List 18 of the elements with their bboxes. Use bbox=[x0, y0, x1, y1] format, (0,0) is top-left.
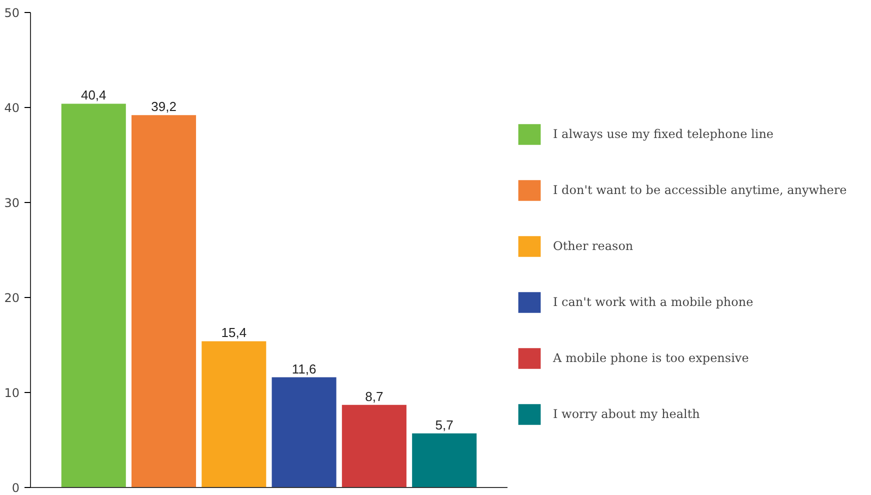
data-label: 39,2 bbox=[151, 99, 176, 114]
y-tick-label: 10 bbox=[4, 386, 20, 400]
legend-label: A mobile phone is too expensive bbox=[553, 351, 749, 365]
data-label: 15,4 bbox=[221, 325, 247, 340]
data-label: 5,7 bbox=[435, 417, 454, 432]
data-label: 40,4 bbox=[80, 88, 106, 103]
legend-label: I don't want to be accessible anytime, anywhere bbox=[553, 183, 847, 197]
y-tick-label: 0 bbox=[12, 481, 20, 495]
legend-label: Other reason bbox=[553, 239, 634, 253]
legend-label: I can't work with a mobile phone bbox=[553, 295, 754, 309]
data-label: 8,7 bbox=[365, 388, 384, 404]
y-tick-label: 30 bbox=[4, 196, 20, 210]
data-label: 11,6 bbox=[292, 361, 316, 376]
y-tick-label: 50 bbox=[4, 6, 20, 20]
legend-label: I worry about my health bbox=[553, 407, 700, 421]
y-tick-label: 40 bbox=[4, 101, 20, 115]
y-tick-label: 20 bbox=[4, 291, 20, 305]
legend-label: I always use my fixed telephone line bbox=[553, 127, 774, 141]
